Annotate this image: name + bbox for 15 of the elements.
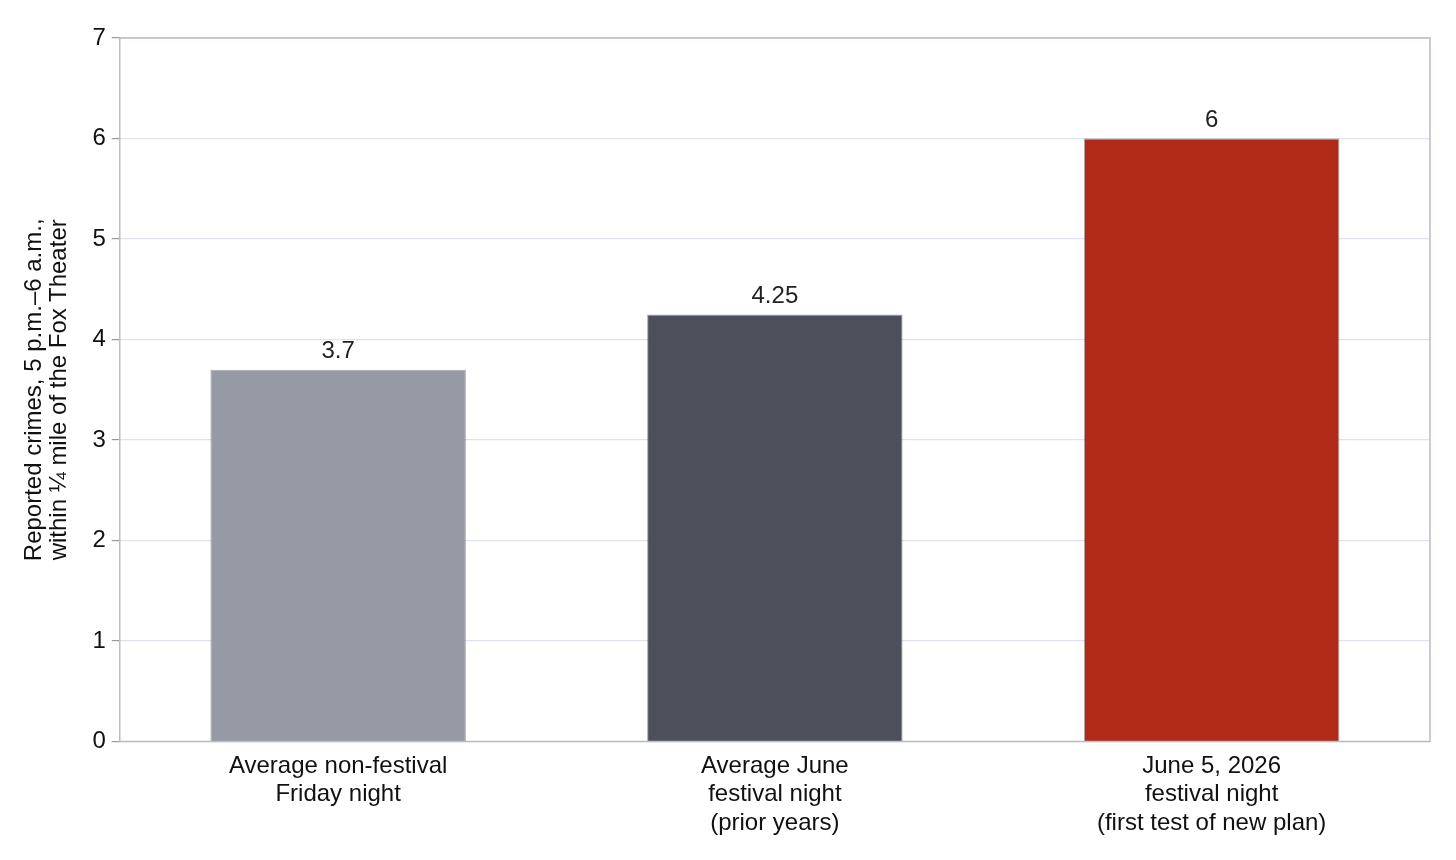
data-label: 6	[1204, 105, 1219, 133]
data-label: 3.7	[321, 336, 355, 364]
y-tick-label: 4	[92, 324, 106, 352]
y-tick-label: 7	[92, 22, 106, 50]
y-axis-title: Reported crimes, 5 p.m.–6 a.m., within ¼ mile of the Fox Theater	[19, 218, 72, 562]
y-tick-label: 1	[92, 625, 106, 653]
x-tick-label: June 5, 2026 festival night (first test of new plan)	[1096, 750, 1327, 836]
x-tick-label: Average non-festival Friday night	[228, 750, 448, 807]
y-tick-label: 3	[92, 424, 106, 452]
data-label: 4.25	[751, 281, 799, 309]
y-tick-label: 6	[92, 123, 106, 151]
y-tick-label: 5	[92, 223, 106, 251]
y-tick-label: 2	[92, 525, 106, 553]
x-tick-label: Average June festival night (prior years)	[701, 750, 849, 836]
y-tick-label: 0	[92, 726, 106, 754]
